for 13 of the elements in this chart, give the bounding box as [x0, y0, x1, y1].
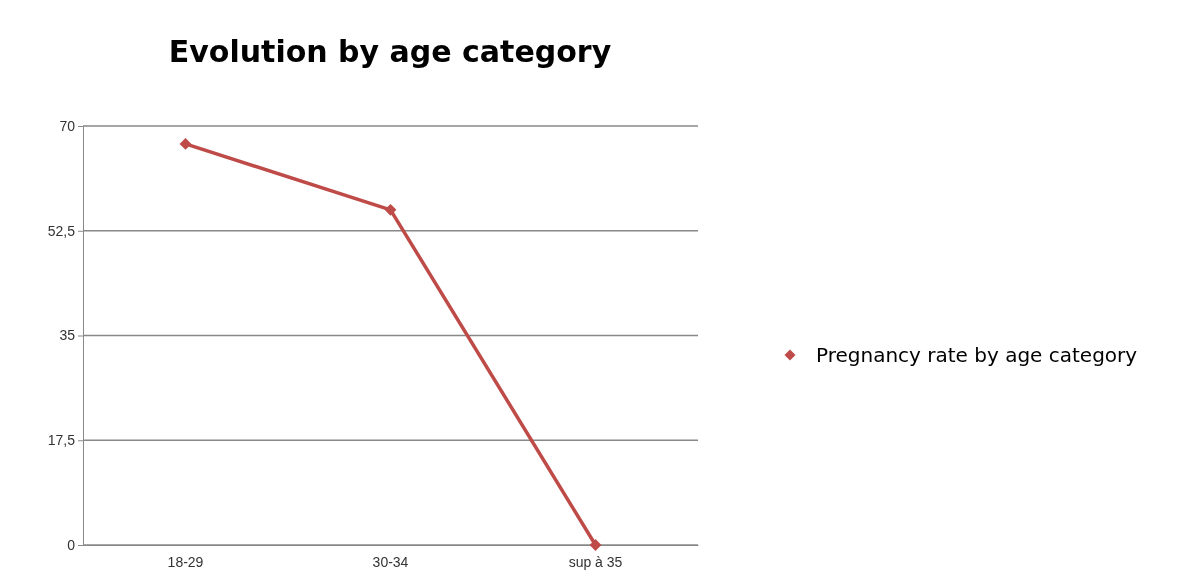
chart-title: Evolution by age category — [168, 34, 612, 69]
point — [589, 539, 602, 551]
point — [179, 138, 192, 150]
x-tick-label: 30-34 — [372, 553, 409, 570]
y-tick-label: 0 — [67, 536, 76, 553]
y-tick-label: 52,5 — [47, 222, 76, 239]
point — [384, 203, 397, 216]
y-tick-label: 70 — [59, 117, 76, 134]
x-tick-label: sup à 35 — [568, 553, 623, 570]
y-tick-label: 35 — [59, 327, 76, 344]
legend-label: Pregnancy rate by age category — [816, 343, 1138, 367]
y-tick-label: 17,5 — [47, 432, 76, 449]
x-tick-label: 18-29 — [167, 553, 204, 570]
